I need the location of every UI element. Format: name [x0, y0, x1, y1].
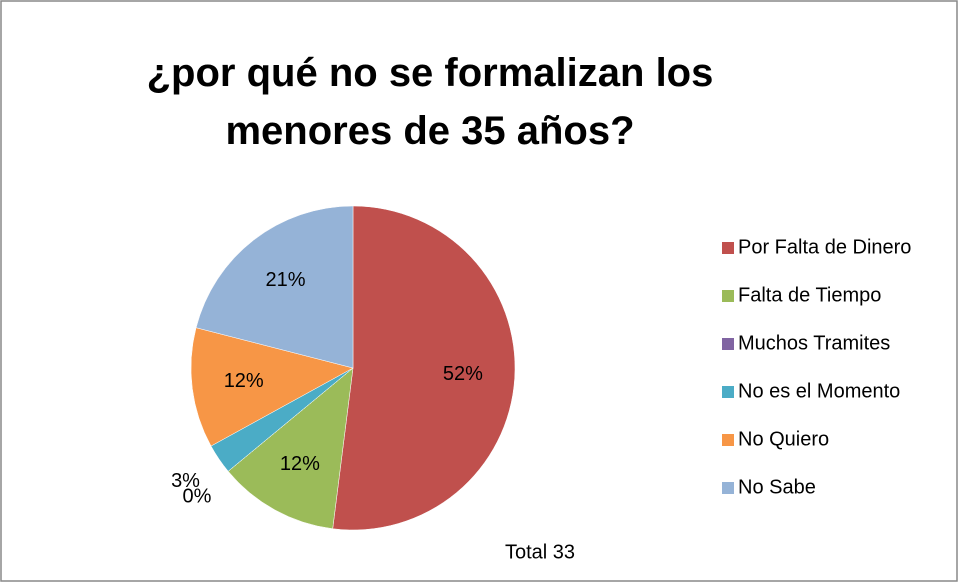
legend-swatch [722, 290, 734, 302]
data-label: 21% [265, 269, 305, 291]
legend-swatch [722, 338, 734, 350]
pie-slice [227, 367, 354, 530]
legend-swatch [722, 434, 734, 446]
legend-label: No Quiero [738, 428, 829, 450]
legend-label: No Sabe [738, 476, 816, 498]
chart-title: ¿por qué no se formalizan los menores de… [146, 51, 714, 153]
legend-label: Falta de Tiempo [738, 284, 881, 306]
legend-label: Por Falta de Dinero [738, 236, 911, 258]
legend-swatch [722, 482, 734, 494]
data-label: 12% [280, 453, 320, 475]
data-label: 12% [224, 370, 264, 392]
pie-slice [190, 327, 354, 447]
annotation: Total 33 [505, 541, 575, 563]
legend-label: Muchos Tramites [738, 332, 890, 354]
data-label: 3% [171, 470, 200, 492]
legend-swatch [722, 386, 734, 398]
data-label: 0% [183, 485, 212, 507]
legend-label: No es el Momento [738, 380, 900, 402]
data-label: 52% [443, 363, 483, 385]
pie-slice [195, 205, 354, 369]
legend-swatch [722, 242, 734, 254]
pie-slice [332, 205, 516, 531]
